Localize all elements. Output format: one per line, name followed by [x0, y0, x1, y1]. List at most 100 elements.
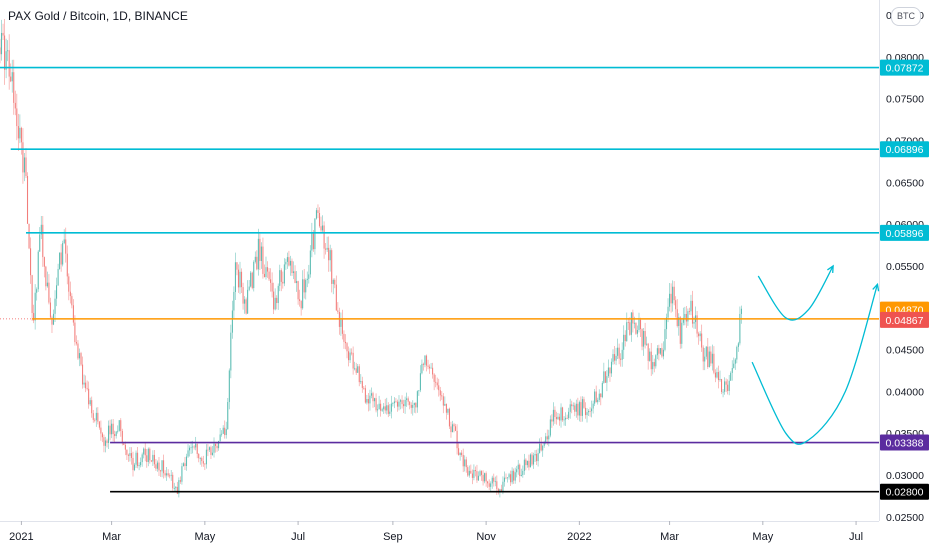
candle-body: [569, 404, 571, 412]
candle-body: [675, 300, 677, 310]
candle-body: [539, 443, 541, 454]
candle-body: [584, 407, 587, 416]
candle-body: [283, 264, 285, 284]
candle-body: [178, 480, 180, 494]
price-label-box: [880, 311, 929, 328]
candle-body: [164, 473, 166, 476]
candle-body: [150, 460, 152, 462]
candle-body: [211, 452, 214, 455]
candle-body: [315, 210, 317, 219]
chart-title: PAX Gold / Bitcoin, 1D, BINANCE: [8, 9, 188, 23]
candle-body: [717, 372, 720, 381]
candle-body: [361, 381, 363, 388]
candle-body: [594, 391, 596, 404]
candle-body: [476, 471, 478, 481]
candle-body: [320, 226, 322, 231]
candle-body: [161, 460, 163, 472]
candle-body: [620, 358, 622, 360]
candle-body: [506, 477, 509, 479]
candle-body: [192, 446, 194, 448]
candle-body: [643, 331, 645, 347]
candle-body: [288, 257, 290, 266]
candle-body: [14, 102, 16, 109]
candle-body: [358, 366, 360, 383]
candle-body: [554, 409, 556, 418]
x-axis: 2021 Mar May Jul Sep Nov 2022 Mar May Jul: [9, 521, 863, 543]
candle-body: [387, 405, 389, 414]
projection-arrows[interactable]: [751, 264, 880, 445]
candle-body: [432, 367, 434, 375]
candle-body: [473, 470, 475, 478]
candle-body: [370, 393, 373, 396]
candle-body: [393, 401, 395, 404]
candle-body: [57, 269, 59, 286]
candle-body: [555, 417, 557, 420]
currency-button[interactable]: BTC: [891, 7, 921, 26]
candle-body: [618, 347, 620, 359]
candle-body: [560, 407, 562, 421]
candle-body: [421, 363, 423, 374]
candle-body: [488, 483, 490, 487]
candle-body: [734, 359, 736, 364]
candle-body: [623, 334, 625, 350]
candle-body: [231, 310, 233, 333]
candle-body: [461, 452, 463, 455]
candle-body: [540, 443, 542, 451]
candle-body: [201, 458, 203, 462]
candle-body: [196, 443, 198, 454]
candle-body: [601, 382, 603, 398]
candle-body: [730, 372, 732, 381]
candle-body: [508, 474, 510, 478]
candle-body: [302, 279, 304, 309]
candle-body: [91, 400, 93, 414]
candle-body: [458, 448, 460, 455]
price-label: 0.05896: [886, 228, 924, 240]
candle-body: [485, 473, 487, 482]
candle-body: [259, 238, 261, 261]
candle-body: [609, 367, 611, 374]
candle-body: [720, 379, 723, 392]
candle-body: [557, 416, 559, 420]
candle-body: [682, 317, 684, 323]
candle-body: [688, 311, 690, 312]
candle-body: [575, 403, 577, 412]
candle-body: [2, 32, 4, 36]
candle-body: [513, 470, 515, 481]
candle-body: [173, 488, 175, 489]
candle-body: [101, 433, 103, 438]
candle-body: [563, 419, 565, 421]
candle-body: [493, 477, 495, 482]
horizontal-levels[interactable]: [0, 66, 879, 493]
projection-arrow-path[interactable]: [757, 265, 834, 321]
x-tick-label: Mar: [102, 531, 121, 543]
candle-body: [719, 379, 721, 381]
candle-body: [635, 322, 637, 334]
projection-arrow-path[interactable]: [751, 284, 879, 445]
candle-body: [586, 412, 588, 416]
candle-body: [46, 282, 48, 287]
candle-body: [63, 239, 65, 244]
candle-body: [447, 408, 449, 413]
candle-body: [181, 466, 183, 482]
candle-body: [655, 355, 657, 367]
candle-body: [534, 454, 536, 456]
candle-body: [59, 252, 61, 270]
candle-body: [314, 218, 316, 250]
candle-body: [141, 454, 143, 463]
candle-body: [445, 403, 447, 413]
candle-body: [603, 371, 605, 383]
candle-body: [245, 299, 247, 314]
candles: [0, 18, 742, 498]
candle-body: [441, 395, 443, 397]
x-tick-label: Nov: [476, 531, 496, 543]
candle-body: [572, 405, 574, 407]
candle-body: [453, 424, 455, 427]
candle-body: [389, 411, 391, 414]
candle-body: [138, 465, 140, 467]
candle-body: [179, 480, 181, 482]
candle-body: [276, 297, 278, 304]
candle-body: [516, 469, 518, 473]
candle-body: [670, 293, 672, 304]
candle-body: [230, 332, 232, 371]
